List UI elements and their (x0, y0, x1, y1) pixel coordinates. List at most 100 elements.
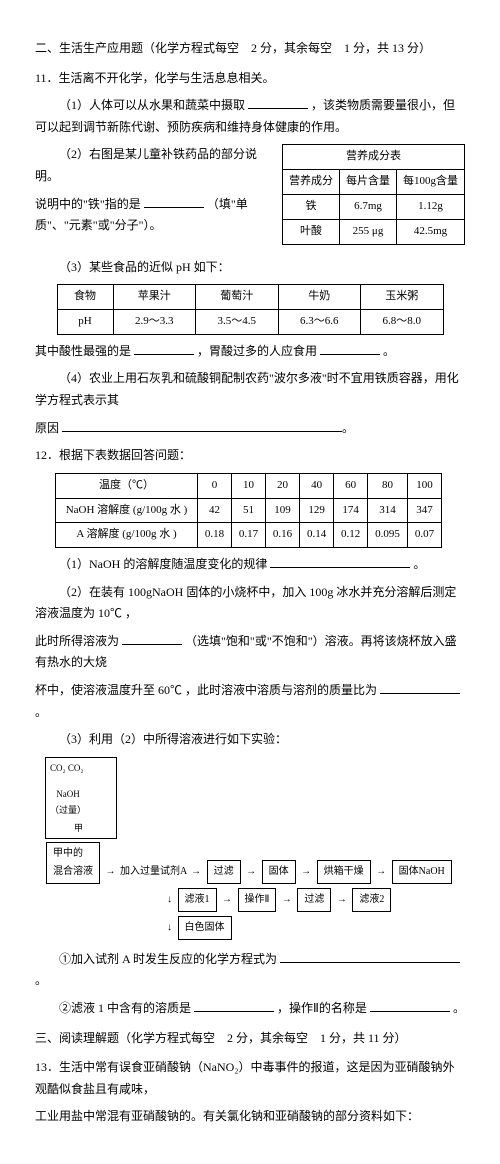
section-2-title: 二、生活生产应用题（化学方程式每空 2 分，其余每空 1 分，共 13 分） (35, 38, 465, 60)
flask-bot-label: NaOH （过量） (50, 786, 86, 818)
ph-h2: 葡萄汁 (196, 285, 278, 310)
sol-h6: 80 (368, 473, 408, 498)
nutri-r1c2: 42.5mg (397, 219, 465, 244)
q11-3: （3）某些食品的近似 pH 如下： (35, 257, 465, 279)
nutri-h2: 每100g含量 (397, 170, 465, 195)
nutrition-table: 营养成分表 营养成分 每片含量 每100g含量 铁 6.7mg 1.12g 叶酸… (282, 144, 465, 244)
sol-h4: 40 (300, 473, 334, 498)
q11-3c: 。 (383, 344, 395, 358)
q12-3-1: ①加入试剂 A 时发生反应的化学方程式为 。 (35, 949, 465, 992)
sol-r1c5: 0.12 (334, 523, 368, 548)
blank (134, 342, 194, 355)
q12-1b: 。 (413, 557, 425, 571)
q12-1: （1）NaOH 的溶解度随温度变化的规律 。 (35, 554, 465, 576)
filter4-box: 滤液2 (352, 888, 391, 912)
q12-3-1b: 。 (35, 973, 47, 987)
ph-table: 食物 苹果汁 葡萄汁 牛奶 玉米粥 pH 2.9～3.3 3.5～4.5 6.3… (57, 284, 444, 335)
sol-h0: 温度（℃） (56, 473, 198, 498)
sol-r0c1: 42 (198, 498, 232, 523)
q12-stem: 12．根据下表数据回答问题： (35, 445, 465, 467)
nutri-title: 营养成分表 (283, 145, 465, 170)
solid-box: 固体 (262, 860, 296, 884)
blank (270, 555, 410, 568)
q11-2b-a: 说明中的"铁"指的是 (35, 197, 141, 211)
blank (122, 632, 182, 645)
q12-3-2a: ②滤液 1 中含有的溶质是 (59, 1001, 191, 1015)
sol-r0c4: 129 (300, 498, 334, 523)
q12-3-1a: ①加入试剂 A 时发生反应的化学方程式为 (59, 952, 277, 966)
nutri-r0c1: 6.7mg (340, 194, 397, 219)
blank (144, 195, 204, 208)
arrow-icon: → (244, 863, 258, 881)
blank (380, 681, 460, 694)
sol-r0c5: 174 (334, 498, 368, 523)
q12-3-2: ②滤液 1 中含有的溶质是 ，操作Ⅱ的名称是 。 (35, 998, 465, 1020)
q12-3: （3）利用（2）中所得溶液进行如下实验： (35, 729, 465, 751)
sol-r1c6: 0.095 (368, 523, 408, 548)
ph-r0: pH (57, 309, 113, 334)
solubility-table: 温度（℃） 0 10 20 40 60 80 100 NaOH 溶解度 (g/1… (55, 473, 442, 548)
sol-h3: 20 (266, 473, 300, 498)
sol-r0c3: 109 (266, 498, 300, 523)
blank (320, 342, 380, 355)
q12-2c-a: 杯中，使溶液温度升至 60℃ ，此时溶液中溶质与溶剂的质量比为 (35, 683, 377, 697)
q12-2b-a: 此时所得溶液为 (35, 634, 119, 648)
nutri-h0: 营养成分 (283, 170, 340, 195)
q11-stem: 11．生活离不开化学，化学与生活息息相关。 (35, 68, 465, 90)
sol-h7: 100 (407, 473, 441, 498)
nutri-h1: 每片含量 (340, 170, 397, 195)
blank (370, 999, 450, 1012)
flow-body: 甲中的 混合溶液 → 加入过量试剂A → 过滤 → 固体 → 烘箱干燥 → 固体… (45, 839, 453, 943)
sol-h1: 0 (198, 473, 232, 498)
sol-r1c1: 0.18 (198, 523, 232, 548)
arr1-label: 加入过量试剂A (120, 866, 187, 877)
op2-box: 操作Ⅱ (238, 888, 277, 912)
blank (62, 419, 342, 432)
q13-a: 13．生活中常有误食亚硝酸钠（NaNO₂）中毒事件的报道，这是因为亚硝酸钠外观酷… (35, 1057, 465, 1100)
q11-4b-wrap: 原因 。 (35, 418, 465, 440)
q11-1-a: （1）人体可以从水果和蔬菜中摄取 (59, 98, 245, 112)
q12-2a: （2）在装有 100gNaOH 固体的小烧杯中，加入 100g 冰水并充分溶解后… (35, 582, 465, 625)
filter3-box: 过滤 (297, 888, 331, 912)
sol-r1c2: 0.17 (232, 523, 266, 548)
ph-r1: 2.9～3.3 (113, 309, 195, 334)
flask-icon: CO₂ CO₂ NaOH （过量） 甲 (45, 757, 117, 839)
q11-4a: （4）农业上用石灰乳和硫酸铜配制农药"波尔多液"时不宜用铁质容器，用化学方程式表… (35, 368, 465, 411)
sol-r1c3: 0.16 (266, 523, 300, 548)
arrow-icon: → (220, 891, 234, 909)
blank (248, 96, 308, 109)
sol-r0c0: NaOH 溶解度 (g/100g 水 ) (56, 498, 198, 523)
sol-h5: 60 (334, 473, 368, 498)
white-solid-box: 白色固体 (178, 916, 232, 940)
sol-r1c4: 0.14 (300, 523, 334, 548)
ph-h1: 苹果汁 (113, 285, 195, 310)
arrow-down-icon: ↓ (165, 891, 174, 909)
flask-top-label: CO₂ CO₂ (50, 760, 84, 776)
arrow-icon: → (299, 863, 313, 881)
sol-r0c2: 51 (232, 498, 266, 523)
q11-3b: ，胃酸过多的人应食用 (197, 344, 317, 358)
q11-4b: 原因 (35, 421, 59, 435)
sol-r1c0: A 溶解度 (g/100g 水 ) (56, 523, 198, 548)
ph-h0: 食物 (57, 285, 113, 310)
ph-r4: 6.8～8.0 (361, 309, 444, 334)
blank (280, 950, 460, 963)
arrow-down-icon: ↓ (165, 919, 174, 937)
mix-box: 甲中的 混合溶液 (46, 842, 100, 884)
q13-b: 工业用盐中常混有亚硝酸钠的。有关氯化钠和亚硝酸钠的部分资料如下： (35, 1106, 465, 1128)
filter1-box: 过滤 (207, 860, 241, 884)
sol-r0c7: 347 (407, 498, 441, 523)
q12-3-2b: ，操作Ⅱ的名称是 (277, 1001, 367, 1015)
filter2-box: 滤液1 (178, 888, 217, 912)
nutri-r0c2: 1.12g (397, 194, 465, 219)
nutri-r0c0: 铁 (283, 194, 340, 219)
dry-box: 烘箱干燥 (317, 860, 371, 884)
sol-r0c6: 314 (368, 498, 408, 523)
q11-3-ans: 其中酸性最强的是 ，胃酸过多的人应食用 。 (35, 341, 465, 363)
ph-h3: 牛奶 (278, 285, 360, 310)
arrow-icon: → (280, 891, 294, 909)
sol-h2: 10 (232, 473, 266, 498)
q12-2b: 此时所得溶液为 （选填"饱和"或"不饱和"）溶液。再将该烧杯放入盛有热水的大烧 (35, 631, 465, 674)
sol-r1c7: 0.07 (407, 523, 441, 548)
arrow-icon: → (335, 891, 349, 909)
